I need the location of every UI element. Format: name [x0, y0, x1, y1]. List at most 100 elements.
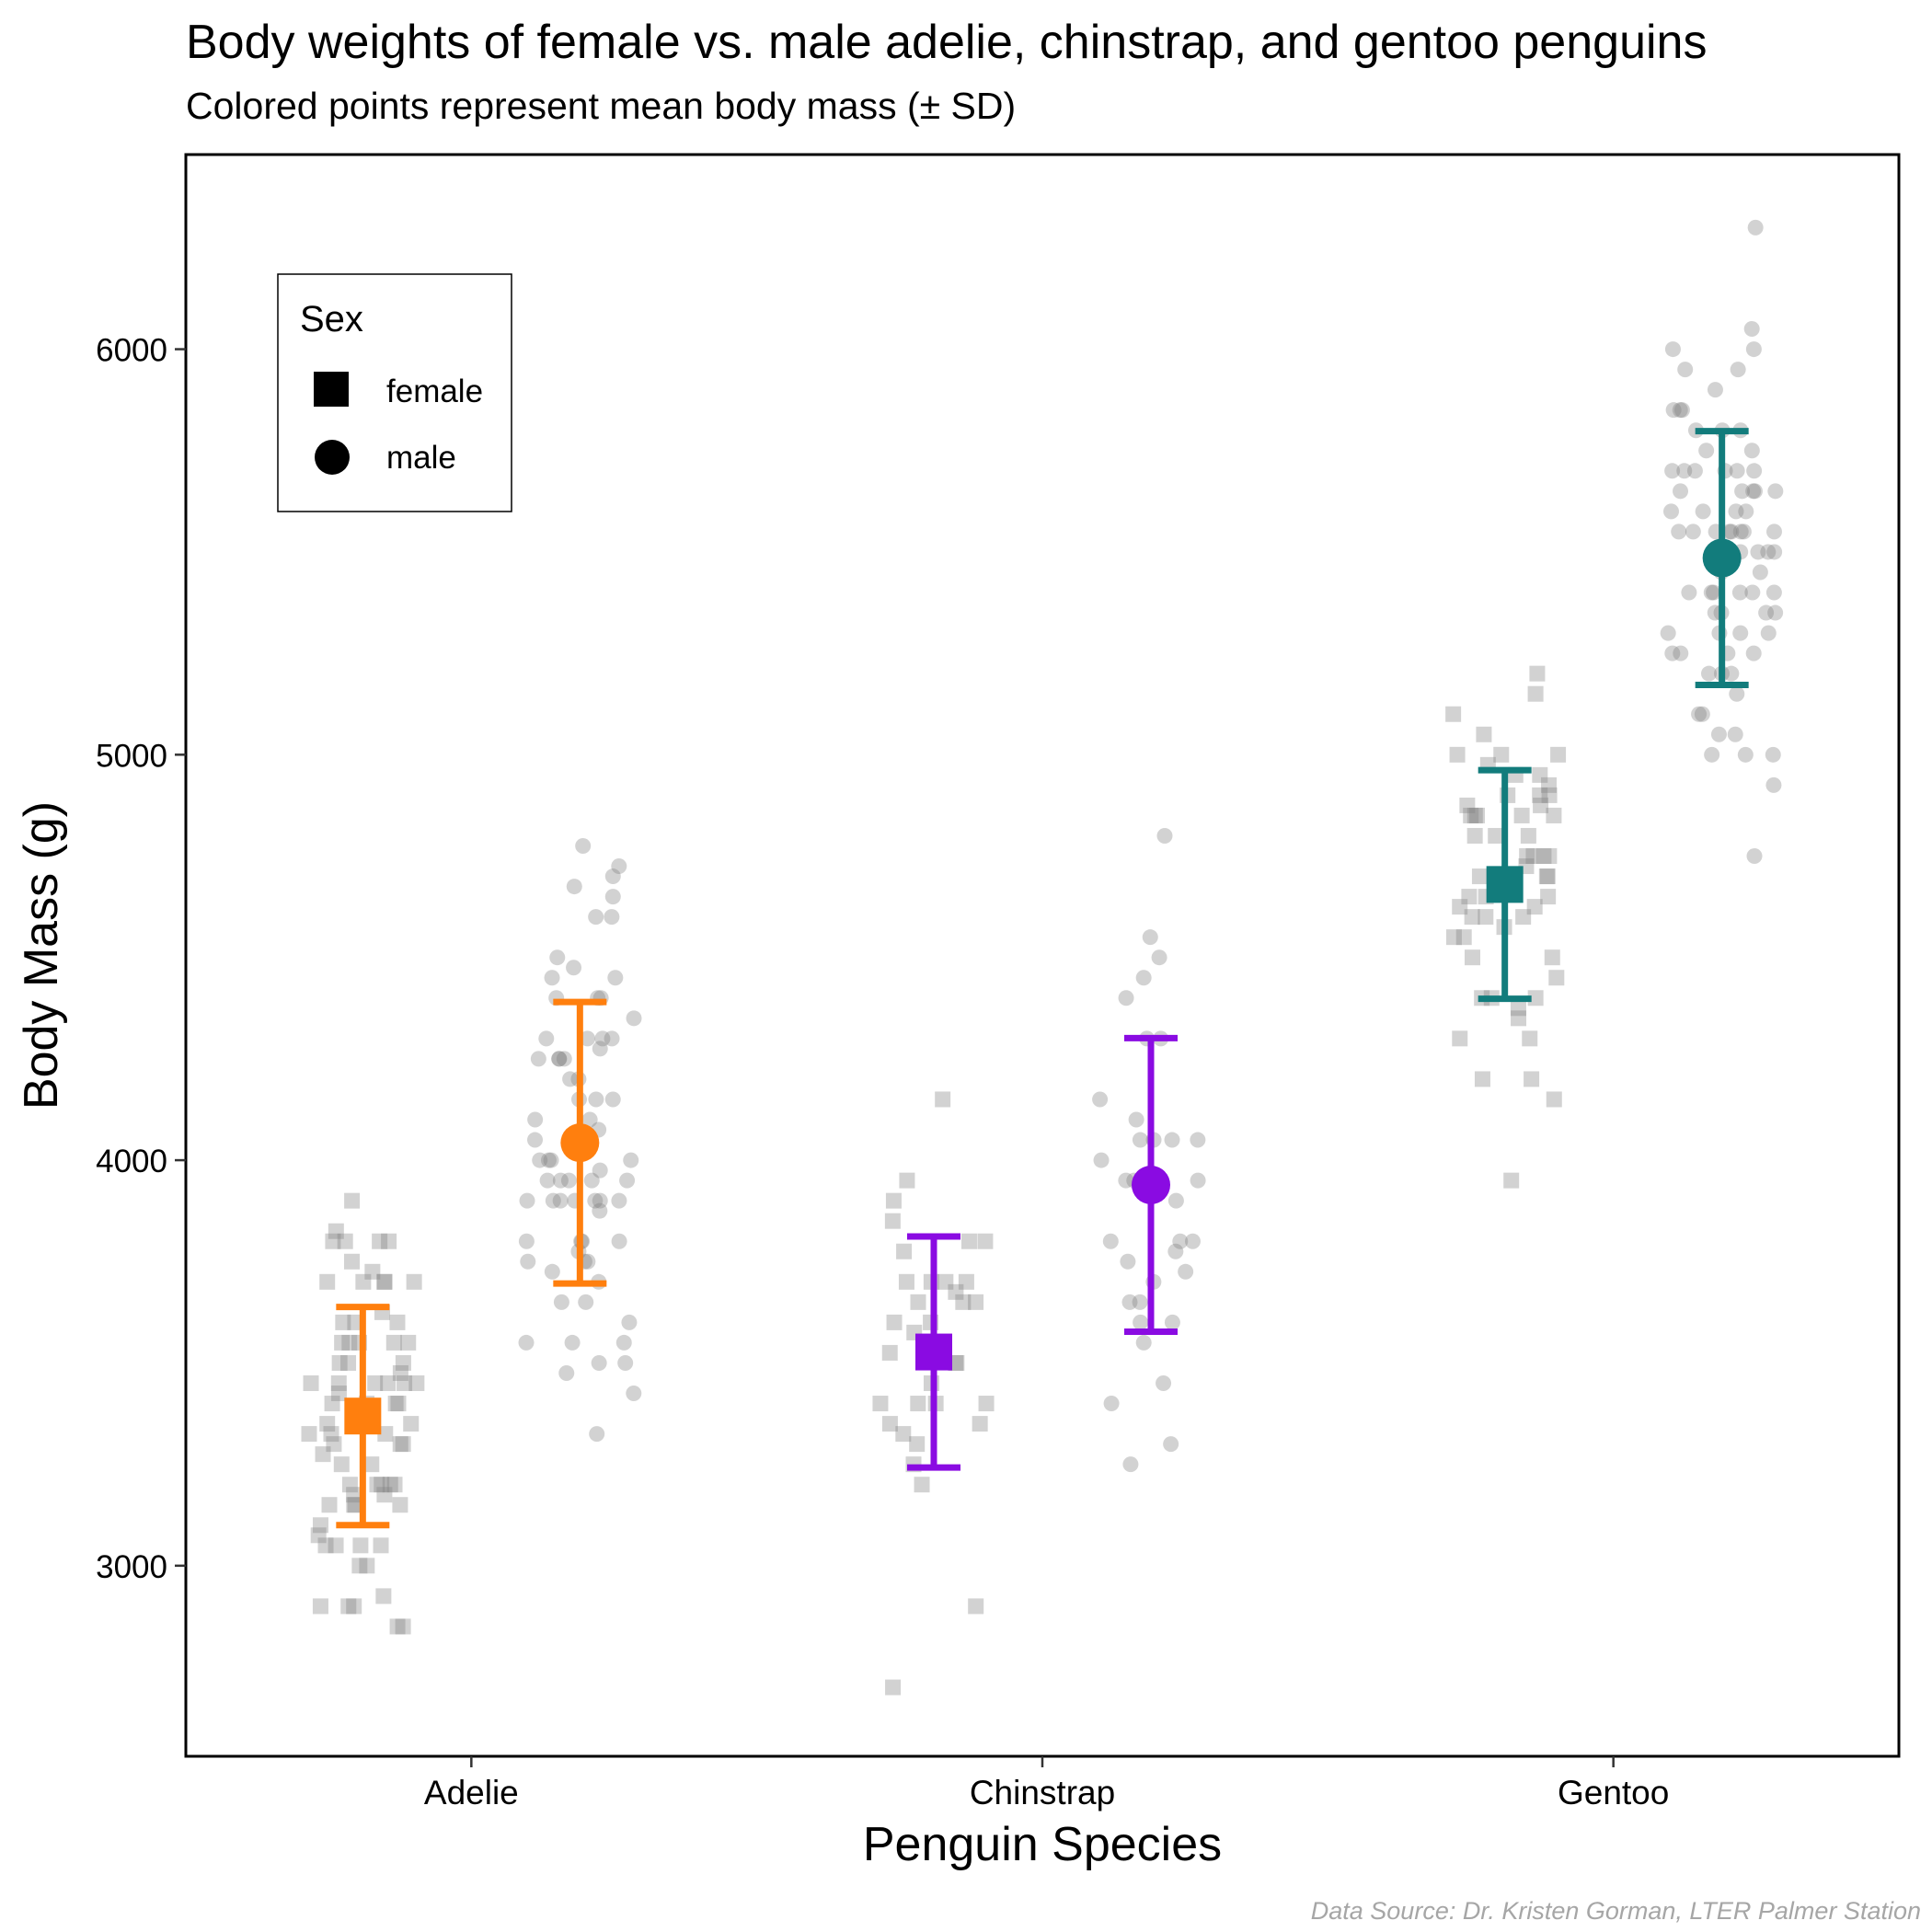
- raw-point-male: [1732, 625, 1749, 641]
- raw-point-female: [346, 1487, 362, 1503]
- raw-point-male: [607, 970, 624, 986]
- raw-point-female: [1469, 807, 1486, 823]
- raw-point-male: [1766, 544, 1783, 560]
- raw-point-female: [363, 1456, 380, 1473]
- raw-point-male: [611, 1192, 627, 1209]
- raw-point-male: [1707, 382, 1723, 398]
- raw-point-male: [527, 1132, 544, 1148]
- raw-point-female: [948, 1283, 964, 1300]
- raw-point-male: [587, 1192, 604, 1209]
- y-tick-label: 4000: [96, 1144, 167, 1179]
- raw-point-male: [553, 1294, 569, 1310]
- raw-point-female: [312, 1598, 328, 1615]
- raw-point-female: [347, 1497, 363, 1513]
- raw-point-female: [317, 1537, 334, 1554]
- raw-point-male: [1760, 625, 1777, 641]
- raw-point-female: [323, 1426, 339, 1443]
- raw-point-female: [1474, 1071, 1490, 1087]
- raw-point-male: [1132, 1294, 1148, 1310]
- raw-point-female: [408, 1375, 425, 1392]
- raw-point-female: [333, 1456, 350, 1473]
- mean-point-male: [560, 1123, 600, 1163]
- raw-point-male: [1721, 523, 1738, 540]
- raw-point-male: [611, 858, 627, 875]
- raw-point-male: [604, 1030, 620, 1047]
- raw-point-male: [1738, 503, 1754, 520]
- raw-point-male: [552, 1172, 569, 1189]
- raw-point-female: [1529, 665, 1546, 682]
- raw-point-male: [619, 1172, 636, 1189]
- raw-point-male: [588, 909, 604, 926]
- raw-point-female: [344, 1192, 361, 1209]
- raw-point-female: [340, 1354, 357, 1371]
- raw-point-female: [390, 1396, 407, 1412]
- raw-point-female: [373, 1537, 389, 1554]
- raw-point-male: [1745, 341, 1762, 358]
- raw-point-male: [1133, 1314, 1149, 1330]
- raw-point-male: [1729, 463, 1745, 479]
- raw-point-female: [885, 1679, 902, 1696]
- raw-point-male: [518, 1334, 535, 1351]
- raw-point-male: [1747, 483, 1764, 500]
- raw-point-female: [914, 1477, 930, 1493]
- raw-point-female: [1452, 1030, 1468, 1047]
- raw-point-male: [564, 1334, 581, 1351]
- raw-point-male: [580, 1030, 596, 1047]
- raw-point-female: [324, 1396, 340, 1412]
- raw-point-female: [896, 1243, 913, 1259]
- raw-point-male: [556, 1051, 572, 1067]
- x-tick-label: Gentoo: [1558, 1774, 1669, 1811]
- raw-point-female: [1538, 868, 1555, 885]
- raw-point-female: [341, 1334, 358, 1351]
- raw-point-male: [1164, 1314, 1180, 1330]
- legend-title: Sex: [300, 299, 363, 339]
- raw-point-male: [1664, 341, 1681, 358]
- raw-point-male: [1673, 483, 1689, 500]
- raw-point-female: [968, 1294, 984, 1310]
- x-tick-label: Chinstrap: [970, 1774, 1115, 1811]
- raw-point-female: [1522, 1030, 1538, 1047]
- raw-point-male: [1190, 1132, 1206, 1148]
- raw-point-female: [375, 1588, 392, 1604]
- raw-point-female: [364, 1263, 381, 1280]
- raw-point-female: [1463, 807, 1479, 823]
- raw-point-male: [592, 1041, 608, 1057]
- raw-point-male: [1184, 1233, 1201, 1249]
- raw-point-female: [1459, 797, 1476, 813]
- raw-point-female: [910, 1294, 926, 1310]
- raw-point-female: [395, 1436, 411, 1453]
- raw-point-female: [337, 1233, 353, 1249]
- raw-point-female: [387, 1396, 404, 1412]
- raw-point-female: [1449, 746, 1466, 763]
- raw-point-male: [1723, 523, 1740, 540]
- raw-point-female: [301, 1426, 317, 1443]
- raw-point-female: [403, 1416, 420, 1432]
- raw-point-female: [1461, 889, 1478, 905]
- raw-point-female: [1513, 807, 1530, 823]
- raw-point-female: [1540, 889, 1557, 905]
- raw-point-male: [1765, 584, 1782, 601]
- raw-point-female: [395, 1354, 411, 1371]
- raw-point-female: [1539, 868, 1556, 885]
- raw-point-male: [1672, 402, 1688, 419]
- raw-point-female: [346, 1497, 362, 1513]
- raw-point-female: [898, 1273, 914, 1290]
- y-tick-label: 3000: [96, 1549, 167, 1585]
- raw-point-female: [1445, 706, 1462, 722]
- raw-point-male: [626, 1010, 642, 1027]
- raw-point-female: [885, 1192, 902, 1209]
- raw-point-female: [389, 1314, 406, 1330]
- raw-point-female: [1527, 990, 1544, 1006]
- raw-point-female: [335, 1314, 351, 1330]
- raw-point-male: [1758, 604, 1775, 621]
- raw-point-male: [1710, 726, 1727, 742]
- raw-point-male: [1664, 463, 1681, 479]
- y-axis-title: Body Mass (g): [15, 801, 68, 1110]
- raw-point-male: [544, 970, 560, 986]
- raw-point-male: [1728, 503, 1744, 520]
- raw-point-male: [1156, 1375, 1172, 1392]
- raw-point-male: [1750, 544, 1766, 560]
- raw-point-male: [558, 1364, 575, 1381]
- axes-layer: 3000 4000 5000 6000 Adelie Chinstrap Gentoo Pen…: [15, 333, 1669, 1871]
- raw-point-female: [359, 1558, 375, 1574]
